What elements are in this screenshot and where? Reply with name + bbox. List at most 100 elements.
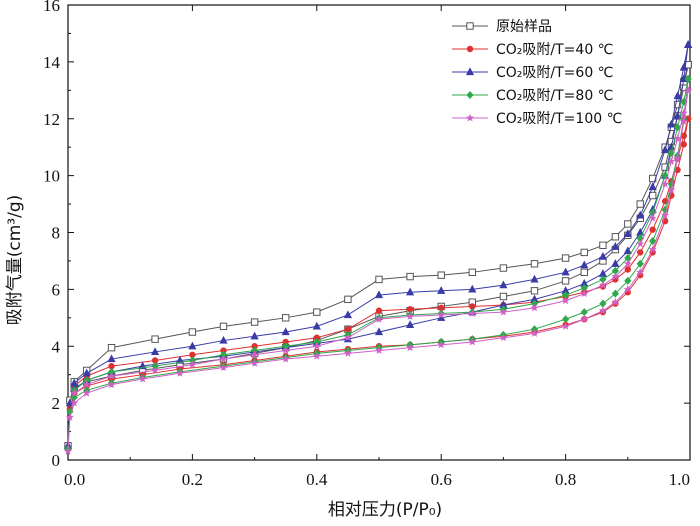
series-1-adsorption-point xyxy=(661,163,669,171)
legend-item-4: CO₂吸附/T=80 ℃ xyxy=(452,88,613,104)
series-5-adsorption-point xyxy=(65,412,75,421)
series-3-adsorption-point xyxy=(175,355,185,364)
x-axis: 0.0 0.2 0.4 0.6 0.8 1.0 xyxy=(64,5,691,489)
y-axis: 0 2 4 6 8 10 12 14 16 xyxy=(43,0,690,470)
series-5-desorption-point xyxy=(250,350,259,359)
series-1-adsorption-line xyxy=(67,64,689,446)
series-3-desorption-point xyxy=(673,91,682,100)
series-5-adsorption-point xyxy=(374,346,384,355)
series-3-desorption-point xyxy=(611,242,620,250)
series-1-desorption-point xyxy=(530,260,539,268)
series-3-desorption-point xyxy=(661,145,670,154)
series-1 xyxy=(64,61,692,450)
series-3-adsorption-line xyxy=(67,44,689,446)
series-5-desorption-point xyxy=(561,296,570,305)
series-5-adsorption-point xyxy=(679,117,688,126)
legend-swatch-marker xyxy=(465,67,475,76)
series-5-adsorption-point xyxy=(63,447,73,455)
series-5-adsorption-point xyxy=(82,388,91,397)
series-3-desorption-point xyxy=(437,286,446,294)
series-3-desorption-point xyxy=(648,182,657,191)
series-1-adsorption-point xyxy=(530,287,539,295)
series-5-adsorption-point xyxy=(175,368,185,377)
series-1-desorption-point xyxy=(188,328,197,336)
series-3-adsorption-point xyxy=(623,246,632,255)
legend-item-1: 原始样品 xyxy=(452,19,552,35)
series-5-desorption-point xyxy=(530,303,539,312)
series-2-adsorption-line xyxy=(67,118,689,449)
y-tick-label: 4 xyxy=(52,337,61,356)
series-3-desorption-point xyxy=(343,310,352,319)
series-3-adsorption-point xyxy=(611,259,620,267)
series-5-desorption-point xyxy=(343,333,353,342)
series-5-desorption-point xyxy=(683,85,693,94)
series-5-desorption-point xyxy=(405,312,415,320)
legend: 原始样品 CO₂吸附/T=40 ℃ CO₂吸附/T=60 ℃ CO₂吸附/T=80 ℃… xyxy=(452,19,622,127)
series-4-adsorption-point xyxy=(636,259,644,268)
series-3-desorption-point xyxy=(468,284,477,293)
series-5-adsorption-point xyxy=(673,154,682,163)
series-1-desorption-point xyxy=(580,248,588,257)
series-1-desorption-point xyxy=(673,100,682,109)
y-tick-label: 14 xyxy=(43,53,61,72)
series-1-desorption-point xyxy=(344,295,352,304)
legend-swatch-marker xyxy=(465,113,475,122)
legend-label: CO₂吸附/T=60 ℃ xyxy=(496,65,613,81)
series-5-adsorption-point xyxy=(405,343,415,352)
series-5-adsorption-point xyxy=(468,337,477,346)
series-3-desorption-point xyxy=(374,290,384,299)
series-5-adsorption-point xyxy=(499,333,508,342)
series-3-desorption-line xyxy=(73,44,689,384)
legend-item-3: CO₂吸附/T=60 ℃ xyxy=(452,65,613,81)
series-4-desorption-line xyxy=(73,78,689,391)
x-tick-label: 0.8 xyxy=(555,470,576,489)
series-1-desorption-point xyxy=(313,308,321,316)
series-5-desorption-point xyxy=(667,157,676,165)
series-4-adsorption-point xyxy=(580,308,588,317)
series-5-desorption-point xyxy=(82,380,91,389)
series-3-adsorption-point xyxy=(374,327,384,336)
legend-label: CO₂吸附/T=80 ℃ xyxy=(496,88,613,104)
series-1-desorption-point xyxy=(599,241,607,249)
series-1-desorption-line xyxy=(73,64,689,383)
series-1-desorption-point xyxy=(406,272,414,281)
series-5-desorption-point xyxy=(580,289,589,298)
y-tick-label: 2 xyxy=(52,394,61,413)
series-3-desorption-point xyxy=(580,260,589,269)
series-3-desorption-point xyxy=(636,210,645,219)
series-1-desorption-point xyxy=(437,271,445,279)
series-5-adsorption-point xyxy=(530,329,539,337)
series-5-adsorption-point xyxy=(281,354,290,363)
x-axis-title: 相对压力(P/P₀) xyxy=(328,500,442,520)
series-3-desorption-point xyxy=(667,119,676,128)
series-4-adsorption-point xyxy=(624,276,632,285)
series-5-adsorption-point xyxy=(312,351,321,360)
x-tick-label: 0.4 xyxy=(306,470,328,489)
series-3-desorption-point xyxy=(70,378,79,387)
series-3-desorption-point xyxy=(281,327,290,336)
series-4-desorption-point xyxy=(673,123,682,132)
series-2-desorption-point xyxy=(375,307,383,314)
series-3-desorption-point xyxy=(623,229,632,238)
series-5-adsorption-point xyxy=(250,358,259,367)
legend-item-5: CO₂吸附/T=100 ℃ xyxy=(452,111,622,127)
series-5-desorption-point xyxy=(312,341,321,350)
series-3-desorption-point xyxy=(188,341,197,350)
series-4 xyxy=(64,74,692,453)
series-3-desorption-point xyxy=(107,354,116,363)
series-5 xyxy=(63,85,693,455)
series-5-desorption-point xyxy=(437,310,446,319)
series-5-adsorption-point xyxy=(623,284,632,293)
legend-swatch-marker xyxy=(466,22,474,30)
series-5-desorption-point xyxy=(281,346,290,355)
series-5-desorption-point xyxy=(648,213,657,222)
series-5-desorption-point xyxy=(70,388,79,397)
series-5-desorption-point xyxy=(468,309,477,318)
series-3-desorption-point xyxy=(561,267,570,276)
series-5-desorption-point xyxy=(374,314,384,323)
y-tick-label: 8 xyxy=(52,224,61,243)
series-1-adsorption-point xyxy=(561,277,570,285)
series-5-adsorption-point xyxy=(219,363,228,372)
series-4-adsorption-point xyxy=(599,299,607,308)
y-tick-label: 6 xyxy=(52,280,61,299)
